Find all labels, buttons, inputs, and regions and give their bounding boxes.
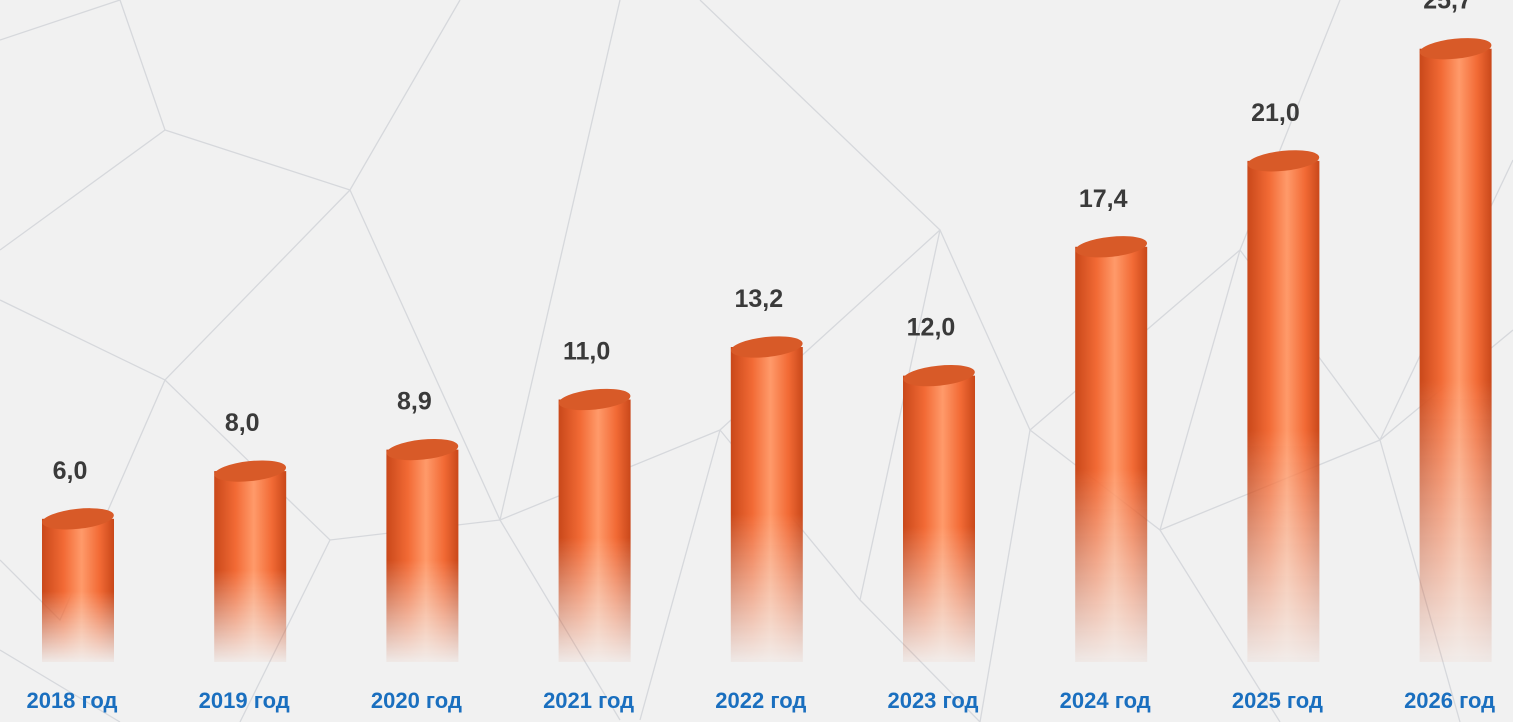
bar-2025 xyxy=(1247,150,1320,662)
value-label: 13,2 xyxy=(734,285,783,313)
value-label: 25,7 xyxy=(1423,0,1472,15)
bar-2023 xyxy=(903,365,975,662)
value-label: 6,0 xyxy=(53,457,88,485)
bar-2018 xyxy=(42,508,114,662)
category-labels-group: 2018 год 2019 год 2020 год 2021 год 2022 год… xyxy=(26,688,1495,713)
category-label: 2025 год xyxy=(1232,688,1323,713)
category-label: 2023 год xyxy=(887,688,978,713)
bar-2021 xyxy=(558,388,631,662)
bar-2026 xyxy=(1419,38,1492,663)
bar-2020 xyxy=(386,438,459,662)
value-label: 8,0 xyxy=(225,409,260,437)
value-labels-group: 6,0 8,0 8,9 11,0 13,2 12,0 17,4 21,0 25,7 xyxy=(53,0,1472,485)
value-label: 17,4 xyxy=(1079,185,1128,213)
value-label: 11,0 xyxy=(563,338,610,366)
value-label: 21,0 xyxy=(1251,99,1300,127)
value-label: 8,9 xyxy=(397,388,432,416)
category-label: 2022 год xyxy=(715,688,806,713)
value-label: 12,0 xyxy=(907,314,956,342)
category-label: 2020 год xyxy=(371,688,462,713)
category-label: 2019 год xyxy=(199,688,290,713)
bar-2019 xyxy=(214,460,287,662)
category-label: 2021 год xyxy=(543,688,634,713)
bar-2024 xyxy=(1075,236,1148,663)
bar-2022 xyxy=(730,336,803,662)
category-label: 2026 год xyxy=(1404,688,1495,713)
category-label: 2018 год xyxy=(26,688,117,713)
bars-group xyxy=(42,38,1492,663)
category-label: 2024 год xyxy=(1060,688,1151,713)
